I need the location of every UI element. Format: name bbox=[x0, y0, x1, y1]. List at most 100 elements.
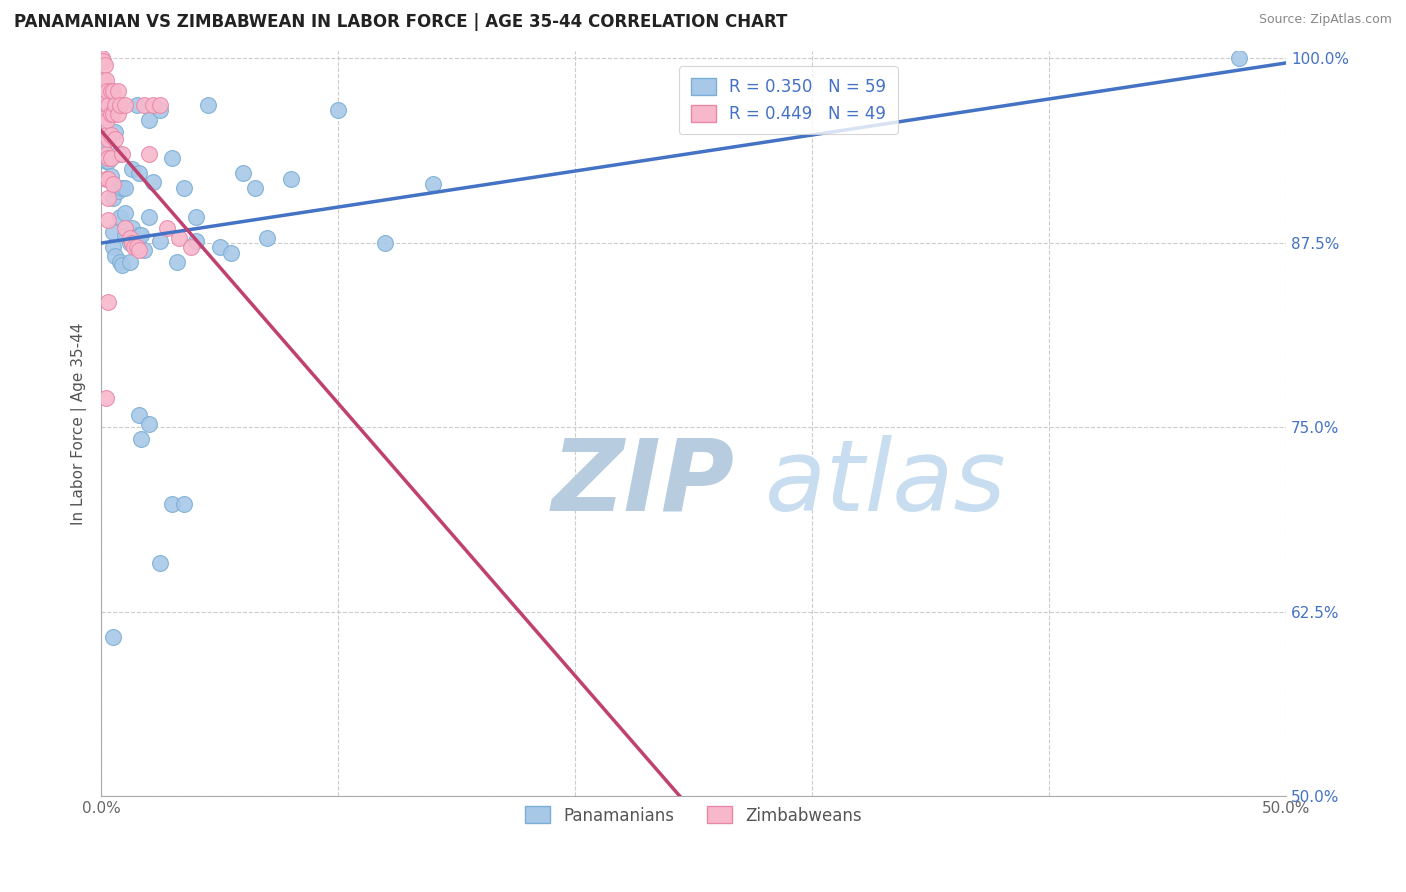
Point bbox=[138, 147, 160, 161]
Point bbox=[160, 497, 183, 511]
Point bbox=[94, 391, 117, 405]
Point bbox=[142, 98, 165, 112]
Point bbox=[132, 243, 155, 257]
Point bbox=[108, 98, 131, 112]
Point bbox=[104, 249, 127, 263]
Point bbox=[100, 169, 122, 183]
Point bbox=[156, 220, 179, 235]
Point bbox=[138, 113, 160, 128]
Point bbox=[97, 95, 120, 110]
Point bbox=[96, 113, 118, 128]
Point bbox=[160, 152, 183, 166]
Point bbox=[97, 132, 120, 146]
Point bbox=[104, 98, 127, 112]
Point bbox=[101, 240, 124, 254]
Point bbox=[124, 240, 146, 254]
Point bbox=[97, 172, 120, 186]
Point bbox=[131, 228, 153, 243]
Point bbox=[94, 128, 117, 142]
Point bbox=[101, 191, 124, 205]
Point bbox=[114, 206, 136, 220]
Point bbox=[94, 110, 117, 124]
Point bbox=[221, 246, 243, 260]
Point bbox=[197, 98, 219, 112]
Point bbox=[93, 87, 115, 102]
Point bbox=[108, 254, 131, 268]
Point bbox=[118, 235, 141, 250]
Point bbox=[93, 54, 115, 68]
Point bbox=[256, 231, 278, 245]
Point bbox=[114, 228, 136, 243]
Point bbox=[280, 172, 302, 186]
Point bbox=[97, 213, 120, 227]
Point bbox=[107, 184, 129, 198]
Point bbox=[107, 83, 129, 97]
Point bbox=[111, 258, 134, 272]
Text: Source: ZipAtlas.com: Source: ZipAtlas.com bbox=[1258, 13, 1392, 27]
Point bbox=[101, 225, 124, 239]
Point bbox=[97, 294, 120, 309]
Point bbox=[114, 181, 136, 195]
Point bbox=[149, 234, 172, 248]
Point bbox=[94, 154, 117, 169]
Text: ZIP: ZIP bbox=[551, 434, 734, 532]
Point bbox=[121, 220, 143, 235]
Point bbox=[138, 417, 160, 431]
Point bbox=[124, 235, 146, 250]
Point bbox=[131, 432, 153, 446]
Point bbox=[422, 177, 444, 191]
Point bbox=[93, 73, 115, 87]
Point bbox=[208, 240, 231, 254]
Point bbox=[173, 181, 195, 195]
Point bbox=[180, 240, 202, 254]
Point bbox=[111, 147, 134, 161]
Point bbox=[100, 107, 122, 121]
Point bbox=[166, 254, 188, 268]
Point bbox=[121, 161, 143, 176]
Point bbox=[128, 409, 150, 423]
Point bbox=[96, 83, 118, 97]
Text: PANAMANIAN VS ZIMBABWEAN IN LABOR FORCE | AGE 35-44 CORRELATION CHART: PANAMANIAN VS ZIMBABWEAN IN LABOR FORCE … bbox=[14, 13, 787, 31]
Point bbox=[125, 98, 148, 112]
Y-axis label: In Labor Force | Age 35-44: In Labor Force | Age 35-44 bbox=[72, 322, 87, 524]
Point bbox=[149, 556, 172, 570]
Point bbox=[93, 58, 115, 72]
Point bbox=[118, 231, 141, 245]
Point bbox=[91, 51, 114, 65]
Point bbox=[132, 98, 155, 112]
Legend: Panamanians, Zimbabweans: Panamanians, Zimbabweans bbox=[513, 795, 875, 836]
Point bbox=[1227, 51, 1250, 65]
Point bbox=[100, 152, 122, 166]
Point bbox=[374, 235, 396, 250]
Point bbox=[100, 128, 122, 142]
Point bbox=[142, 175, 165, 189]
Point bbox=[149, 98, 172, 112]
Point bbox=[101, 630, 124, 644]
Point bbox=[101, 83, 124, 97]
Point bbox=[93, 103, 115, 117]
Point bbox=[94, 73, 117, 87]
Point bbox=[97, 152, 120, 166]
Point bbox=[128, 166, 150, 180]
Point bbox=[121, 235, 143, 250]
Point bbox=[173, 497, 195, 511]
Point bbox=[97, 98, 120, 112]
Point bbox=[232, 166, 254, 180]
Point bbox=[118, 254, 141, 268]
Point bbox=[111, 181, 134, 195]
Point bbox=[114, 98, 136, 112]
Point bbox=[93, 139, 115, 153]
Text: atlas: atlas bbox=[765, 434, 1007, 532]
Point bbox=[169, 231, 191, 245]
Point bbox=[100, 83, 122, 97]
Point bbox=[94, 147, 117, 161]
Point bbox=[94, 95, 117, 110]
Point bbox=[107, 107, 129, 121]
Point bbox=[125, 235, 148, 250]
Point bbox=[101, 177, 124, 191]
Point bbox=[326, 103, 349, 117]
Point bbox=[104, 125, 127, 139]
Point bbox=[125, 240, 148, 254]
Point bbox=[128, 228, 150, 243]
Point bbox=[184, 234, 207, 248]
